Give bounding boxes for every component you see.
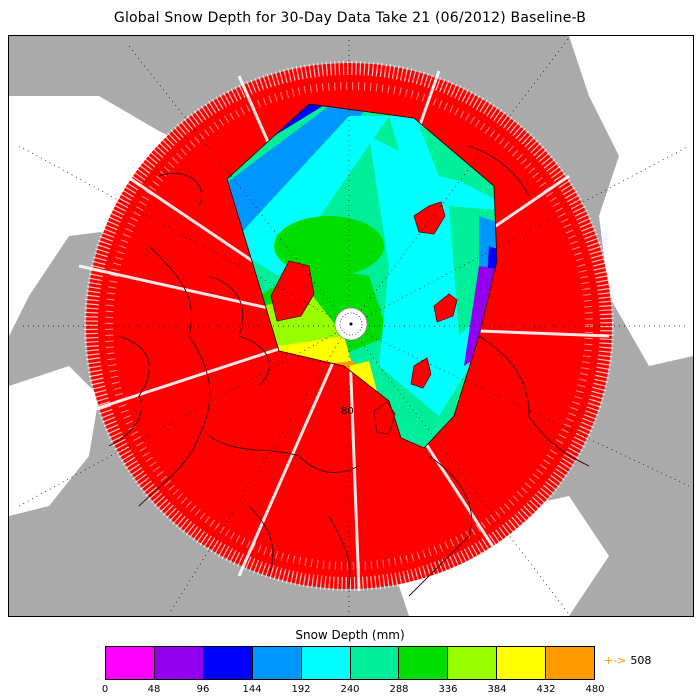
colorbar-tick-label: 432 bbox=[536, 684, 556, 695]
latitude-label: 80 bbox=[341, 406, 354, 417]
pole-ring bbox=[339, 312, 363, 336]
island-red-4 bbox=[373, 401, 396, 435]
ocean-pacific bbox=[569, 36, 693, 366]
polar-map: 80 bbox=[8, 35, 694, 617]
colorbar-swatch bbox=[106, 647, 155, 679]
colorbar-tick-label: 144 bbox=[242, 684, 262, 695]
island-red-2 bbox=[433, 293, 458, 323]
colorbar-tick-label: 192 bbox=[291, 684, 311, 695]
map-title: Global Snow Depth for 30-Day Data Take 2… bbox=[113, 10, 587, 26]
colorbar-title: Snow Depth (mm) bbox=[295, 628, 405, 642]
colorbar-tick-label: 0 bbox=[101, 684, 109, 695]
colorbar-swatch bbox=[497, 647, 547, 679]
colorbar-swatch bbox=[154, 647, 204, 679]
island-red-3 bbox=[410, 357, 432, 389]
colorbar-tick-label: 288 bbox=[389, 684, 409, 695]
colorbar-ticks: 0 48 96 144 192 240 288 336 384 432 480 bbox=[101, 684, 605, 698]
colorbar-tick-label: 384 bbox=[487, 684, 507, 695]
north-pole-marker bbox=[349, 322, 353, 326]
overflow-value: 508 bbox=[630, 654, 652, 667]
overflow-arrow-icon: +-> bbox=[604, 654, 627, 667]
colorbar-tick-label: 96 bbox=[196, 684, 210, 695]
colorbar-swatch bbox=[350, 647, 400, 679]
polar-map-svg: 80 bbox=[9, 36, 693, 616]
colorbar-overflow: +-> 508 bbox=[604, 654, 651, 667]
colorbar-swatch bbox=[546, 647, 595, 679]
colorbar-tick-label: 336 bbox=[438, 684, 458, 695]
swath-rim-hatch bbox=[84, 61, 614, 591]
colorbar-tick-label: 480 bbox=[585, 684, 605, 695]
colorbar-swatch bbox=[448, 647, 498, 679]
graticule bbox=[18, 37, 690, 615]
colorbar-swatch bbox=[399, 647, 449, 679]
coastlines bbox=[108, 103, 590, 597]
island-red-5 bbox=[270, 260, 315, 322]
ocean-atlantic bbox=[9, 96, 189, 336]
colorbar-swatch bbox=[203, 647, 253, 679]
colorbar-swatch bbox=[252, 647, 302, 679]
colorbar-swatch bbox=[301, 647, 351, 679]
colorbar-tick-label: 48 bbox=[147, 684, 161, 695]
colorbar-tick-label: 240 bbox=[340, 684, 360, 695]
ocean-west bbox=[9, 366, 99, 516]
colorbar bbox=[105, 646, 595, 680]
